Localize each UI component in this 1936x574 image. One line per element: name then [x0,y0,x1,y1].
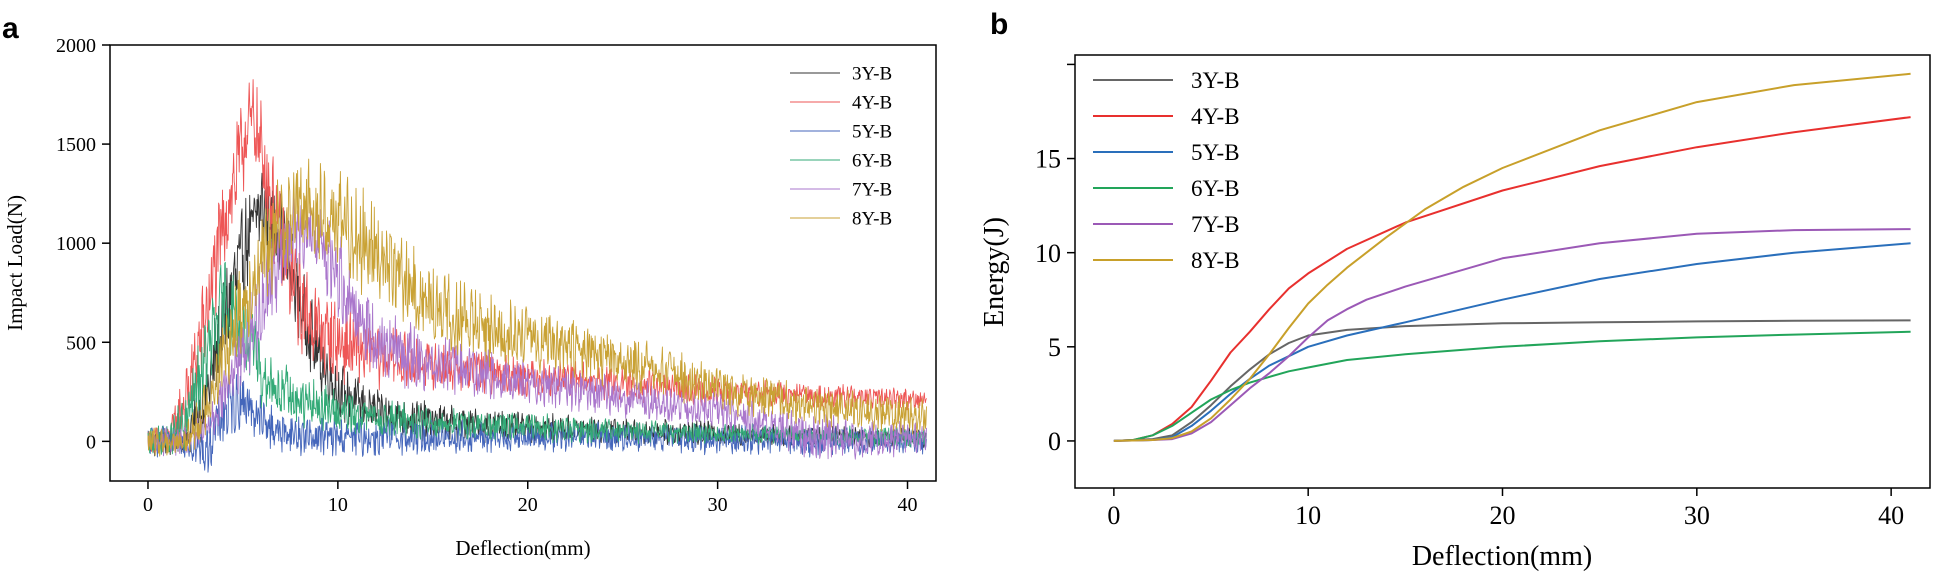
legend-label-6y-b: 6Y-B [1191,176,1240,201]
panel-b-label: b [990,8,1008,41]
series-line-3y-b [1113,319,1911,442]
y-tick-label: 1000 [56,233,96,255]
legend-a: 3Y-B 4Y-B 5Y-B 6Y-B 7Y-B 8Y-B [790,64,892,230]
series-line-5y-b [147,374,927,473]
x-tick-label: 10 [1295,501,1321,530]
x-tick-label: 30 [1684,501,1710,530]
legend-label-3y-b: 3Y-B [1191,68,1240,93]
x-tick-label: 20 [1490,501,1516,530]
legend-label-3y-b: 3Y-B [852,64,892,85]
legend-label-4y-b: 4Y-B [1191,104,1240,129]
x-tick-label: 0 [143,494,153,516]
legend-b: 3Y-B 4Y-B 5Y-B 6Y-B 7Y-B 8Y-B [1093,68,1240,273]
y-tick-label: 0 [1048,427,1061,456]
axes-frame-a [109,44,937,482]
x-tick-label: 30 [708,494,728,516]
x-tick-label: 20 [518,494,538,516]
ticks-b: 0 10 20 30 40 0 5 10 15 [1035,63,1904,530]
y-tick-label: 2000 [56,35,96,57]
y-tick-label: 1500 [56,134,96,156]
legend-label-8y-b: 8Y-B [1191,248,1240,273]
series-line-4y-b [147,79,927,453]
x-tick-label: 40 [898,494,918,516]
series-line-4y-b [1113,116,1911,442]
legend-label-5y-b: 5Y-B [852,122,892,143]
y-axis-label-b: Energy(J) [979,217,1010,327]
y-axis-label-a: Impact Load(N) [3,195,27,331]
y-tick-label: 10 [1035,239,1061,268]
panel-a-label: a [2,12,19,45]
series-line-6y-b [1113,330,1911,442]
legend-label-6y-b: 6Y-B [852,151,892,172]
legend-label-7y-b: 7Y-B [852,180,892,201]
legend-label-7y-b: 7Y-B [1191,212,1240,237]
x-axis-label-a: Deflection(mm) [455,536,590,560]
series-line-8y-b [147,158,927,457]
chart-impact-load: 0 10 20 30 40 0 500 1000 1500 2000 3Y-B 4Y-B 5Y-B 6Y… [3,35,937,560]
y-tick-label: 500 [66,332,96,354]
series-line-7y-b [147,193,927,460]
ticks-a: 0 10 20 30 40 0 500 1000 1500 2000 [56,35,918,516]
legend-label-4y-b: 4Y-B [852,93,892,114]
plot-area-a [147,79,927,473]
chart-energy: 0 10 20 30 40 0 5 10 15 3Y-B 4Y-B 5Y-B 6Y-B 7Y-B 8Y-B… [979,54,1931,572]
legend-label-5y-b: 5Y-B [1191,140,1240,165]
series-line-8y-b [1113,72,1911,442]
series-line-7y-b [1113,228,1911,442]
y-tick-label: 0 [86,431,96,453]
legend-label-8y-b: 8Y-B [852,209,892,230]
y-tick-label: 15 [1035,145,1061,174]
x-tick-label: 40 [1878,501,1904,530]
x-tick-label: 0 [1107,501,1120,530]
x-tick-label: 10 [328,494,348,516]
plot-area-b [1113,72,1911,442]
series-line-6y-b [147,261,927,455]
x-axis-label-b: Deflection(mm) [1412,541,1592,572]
y-tick-label: 5 [1048,333,1061,362]
